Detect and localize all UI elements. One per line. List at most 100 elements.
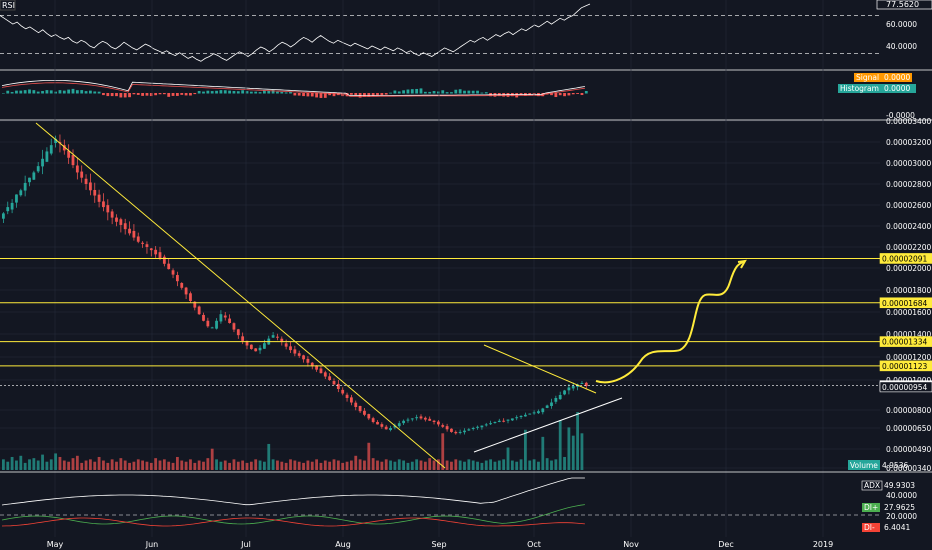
volume-bar [84, 460, 88, 470]
macd-histogram-bar [97, 91, 101, 94]
macd-histogram-bar [454, 89, 458, 94]
macd-histogram-bar [428, 91, 432, 94]
candle-body [276, 336, 279, 338]
candle-body [554, 398, 558, 402]
candle-body [550, 402, 553, 406]
dmi-pane[interactable]: ADX 49.9303 40.0000 DI+ 27.9625 20.0000 … [0, 477, 917, 532]
macd-histogram-bar [171, 93, 175, 96]
price-label: 0.00001123 [882, 362, 928, 371]
macd-histogram-bar [93, 91, 97, 94]
volume-bar [506, 447, 510, 470]
candle-body [258, 347, 262, 351]
candle-body [141, 242, 144, 244]
macd-histogram-bar [84, 91, 88, 94]
di-plus-line [1, 504, 585, 525]
price-axis: 0.00003400 0.00003200 0.00003000 0.00002800… [886, 117, 932, 473]
horizontal-levels [0, 257, 880, 387]
volume-bar [271, 459, 275, 470]
volume-bar [89, 459, 92, 470]
macd-tick-zero: -0.0000 [886, 111, 915, 120]
candle-body [567, 387, 571, 391]
candle-body [136, 236, 140, 242]
macd-histogram-bar [10, 92, 14, 94]
macd-histogram-bar [49, 90, 53, 94]
volume-bar [315, 459, 318, 470]
rsi-pane[interactable]: RSI 77.5620 60.0000 40.0000 [0, 0, 932, 62]
candle-body [397, 423, 401, 427]
candle-body [363, 410, 366, 415]
volume-bar [132, 461, 136, 470]
price-tick-label: 0.00000340 [886, 464, 932, 473]
candle-body [467, 429, 471, 431]
volume-bar [267, 443, 271, 470]
volume-bar [432, 460, 436, 470]
rsi-title-box [0, 0, 16, 11]
volume-bar [75, 455, 79, 470]
candle-body [293, 349, 297, 354]
macd-histogram-bar [184, 93, 188, 96]
volume-bar [419, 460, 423, 470]
volume-bar [263, 461, 266, 470]
volume-bar [454, 459, 458, 470]
candle-body [580, 383, 584, 384]
volume-bar [245, 462, 249, 470]
volume-bar [206, 458, 210, 470]
price-tick-label: 0.00003400 [886, 117, 932, 126]
macd-histogram-bar [363, 93, 366, 97]
candle-body [476, 426, 479, 428]
volume-bar [467, 459, 471, 470]
candle-body [354, 402, 358, 407]
volume-bar [176, 456, 179, 470]
volume-bar [2, 459, 5, 470]
macd-histogram-bar [484, 92, 488, 94]
candle-body [528, 413, 532, 415]
macd-histogram-bar [45, 90, 49, 94]
di-minus-label-box [862, 523, 880, 532]
price-pane[interactable]: 0.00003400 0.00003200 0.00003000 0.00002800… [0, 0, 932, 537]
macd-histogram-bar [254, 91, 258, 94]
macd-histogram-bar [389, 92, 392, 94]
candle-body [471, 428, 475, 429]
adx-value: 49.9303 [884, 481, 915, 490]
macd-histogram-bar [249, 91, 253, 94]
price-tick-label: 0.00001200 [886, 353, 932, 362]
candle-body [202, 314, 205, 321]
macd-histogram-bar [23, 90, 27, 94]
macd-histogram-bar [154, 93, 158, 96]
macd-pane[interactable]: Signal 0.0000 Histogram 0.0000 -0.0000 [1, 73, 916, 120]
price-tick-label: 0.00002000 [886, 264, 932, 273]
macd-histogram-bar [550, 93, 553, 96]
signal-label-box [854, 73, 912, 82]
macd-histogram-bar [437, 91, 440, 94]
volume-bar [567, 427, 571, 470]
volume-bar [441, 433, 445, 470]
adx-label-box [861, 480, 883, 491]
macd-histogram-bar [180, 93, 184, 95]
candle-body [310, 362, 314, 367]
candle-body [380, 424, 384, 427]
signal-value: 0.0000 [884, 73, 910, 82]
macd-histogram-bar [219, 90, 223, 94]
support-trend-line [473, 397, 623, 453]
candle-body [54, 138, 57, 144]
candle-body [215, 320, 218, 329]
price-labels: 0.00002091 0.00001684 0.00001334 0.00001123… [879, 253, 932, 393]
macd-histogram-bar [289, 91, 292, 94]
macd-histogram-bar [123, 93, 127, 98]
macd-histogram-bar [115, 93, 118, 97]
macd-histogram-bar [193, 93, 197, 95]
macd-histogram-bar [41, 91, 44, 94]
price-tick-label: 0.00001800 [886, 286, 932, 295]
macd-histogram-bar [397, 91, 401, 94]
macd-histogram-bar [471, 90, 475, 94]
candle-body [376, 421, 379, 425]
volume-bar [484, 460, 488, 470]
volume-bar [119, 458, 123, 470]
macd-histogram-bar [176, 93, 179, 96]
candle-body [524, 414, 527, 417]
candle-body [571, 386, 575, 389]
candle-body [49, 145, 53, 154]
candle-body [345, 394, 349, 398]
volume-bar [62, 460, 66, 470]
volume-bar [384, 459, 388, 470]
